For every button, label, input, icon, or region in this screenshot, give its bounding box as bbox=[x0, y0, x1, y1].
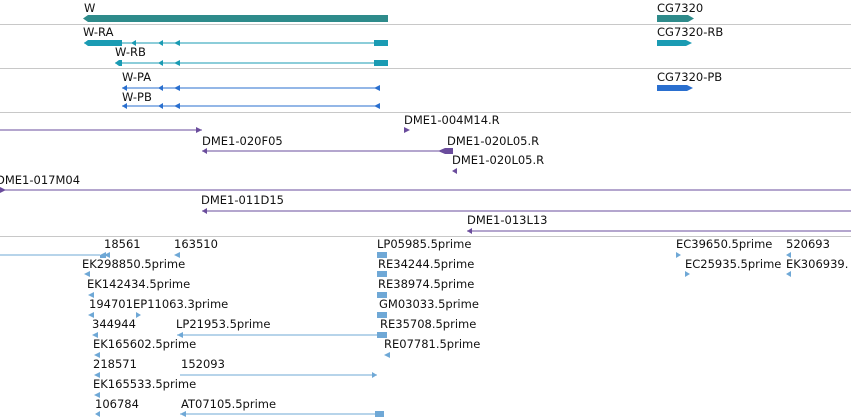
est-re07781[interactable]: RE07781.5prime bbox=[384, 337, 480, 358]
protein-w-pa-label: W-PA bbox=[122, 70, 151, 84]
protein-w-pb-label: W-PB bbox=[122, 90, 152, 104]
clone-020l05-b-label: DME1-020L05.R bbox=[452, 153, 544, 167]
est-106784[interactable]: 106784 bbox=[95, 397, 139, 417]
est-ek306939[interactable]: EK306939. bbox=[786, 257, 848, 277]
est-re35708[interactable]: RE35708.5prime bbox=[380, 317, 476, 331]
transcript-w-rb[interactable]: W-RB bbox=[115, 45, 388, 66]
clone-left-partial[interactable] bbox=[0, 127, 202, 133]
est-18561[interactable]: 18561 bbox=[104, 237, 141, 258]
clone-020l05-a[interactable]: DME1-020L05.R bbox=[447, 134, 539, 148]
transcript-w-ra[interactable]: W-RA bbox=[83, 25, 388, 46]
est-re34244[interactable]: RE34244.5prime bbox=[377, 257, 474, 277]
est-ec39650[interactable]: EC39650.5prime bbox=[676, 237, 772, 258]
gene-cg7320-label: CG7320 bbox=[657, 1, 703, 15]
est-152093[interactable]: 152093 bbox=[180, 357, 377, 378]
est-label: RE07781.5prime bbox=[384, 337, 480, 351]
est-label: LP21953.5prime bbox=[176, 317, 270, 331]
est-ep11063[interactable]: EP11063.3prime bbox=[133, 297, 228, 318]
clone-017m04[interactable]: DME1-017M04 bbox=[0, 173, 851, 193]
transcript-cg7320-rb-label: CG7320-RB bbox=[657, 25, 723, 39]
clone-017m04-label: DME1-017M04 bbox=[0, 173, 80, 187]
est-re38974[interactable]: RE38974.5prime bbox=[377, 277, 474, 298]
est-label: 106784 bbox=[95, 397, 139, 411]
est-label: EK298850.5prime bbox=[82, 257, 185, 271]
clone-020f05[interactable]: DME1-020F05 bbox=[202, 134, 453, 154]
clone-004m14[interactable]: DME1-004M14.R bbox=[404, 113, 500, 133]
est-label: EP11063.3prime bbox=[133, 297, 228, 311]
est-344944[interactable]: 344944 bbox=[92, 317, 136, 338]
clone-020l05-a-label: DME1-020L05.R bbox=[447, 134, 539, 148]
clone-013l13[interactable]: DME1-013L13 bbox=[467, 213, 851, 234]
gene-w[interactable]: W bbox=[83, 1, 388, 22]
est-label: 344944 bbox=[92, 317, 136, 331]
est-gm03033[interactable]: GM03033.5prime bbox=[377, 297, 479, 318]
gene-track: W CG7320 bbox=[83, 1, 703, 22]
est-ek298850[interactable]: EK298850.5prime bbox=[82, 257, 185, 277]
est-label: 218571 bbox=[93, 357, 137, 371]
est-520693[interactable]: 520693 bbox=[786, 237, 830, 258]
transcript-w-rb-label: W-RB bbox=[115, 45, 146, 59]
protein-w-pb[interactable]: W-PB bbox=[122, 90, 380, 109]
est-label: 194701 bbox=[89, 297, 133, 311]
transcript-cg7320-rb[interactable]: CG7320-RB bbox=[657, 25, 723, 46]
clone-track: DME1-004M14.R DME1-020F05 DME1-020L05.R … bbox=[0, 113, 851, 234]
transcript-track: W-RA W-RB CG7320-RB bbox=[83, 25, 723, 66]
est-194701[interactable]: 194701 bbox=[88, 297, 133, 318]
est-ec25935[interactable]: EC25935.5prime bbox=[685, 257, 781, 277]
transcript-w-ra-label: W-RA bbox=[83, 25, 114, 39]
est-label: RE34244.5prime bbox=[378, 257, 474, 271]
est-label: EK165602.5prime bbox=[93, 337, 196, 351]
clone-011d15-label: DME1-011D15 bbox=[201, 193, 284, 207]
clone-004m14-label: DME1-004M14.R bbox=[404, 113, 500, 127]
est-163510[interactable]: 163510 bbox=[174, 237, 218, 258]
est-at07105[interactable]: AT07105.5prime bbox=[180, 397, 384, 417]
est-lp21953[interactable]: LP21953.5prime bbox=[176, 317, 387, 338]
est-label: EC39650.5prime bbox=[676, 237, 772, 251]
protein-w-pa[interactable]: W-PA bbox=[122, 70, 380, 91]
gene-cg7320[interactable]: CG7320 bbox=[657, 1, 703, 22]
est-label: AT07105.5prime bbox=[181, 397, 276, 411]
est-label: 18561 bbox=[104, 237, 141, 251]
gene-w-label: W bbox=[84, 1, 95, 15]
est-lp05985[interactable]: LP05985.5prime bbox=[377, 237, 471, 258]
est-218571[interactable]: 218571 bbox=[93, 357, 137, 378]
est-label: 163510 bbox=[174, 237, 218, 251]
clone-020f05-label: DME1-020F05 bbox=[202, 134, 283, 148]
est-label: 152093 bbox=[181, 357, 225, 371]
protein-cg7320-pb-label: CG7320-PB bbox=[657, 70, 722, 84]
est-left-partial[interactable] bbox=[0, 252, 106, 258]
est-ek142434[interactable]: EK142434.5prime bbox=[87, 277, 190, 298]
clone-020l05-b[interactable]: DME1-020L05.R bbox=[452, 153, 544, 174]
est-label: EK306939. bbox=[786, 257, 848, 271]
est-label: EC25935.5prime bbox=[685, 257, 781, 271]
est-ek165533[interactable]: EK165533.5prime bbox=[93, 377, 196, 398]
est-label: RE35708.5prime bbox=[380, 317, 476, 331]
est-label: RE38974.5prime bbox=[378, 277, 474, 291]
est-label: 520693 bbox=[786, 237, 830, 251]
est-label: LP05985.5prime bbox=[377, 237, 471, 251]
protein-track: W-PA W-PB CG7320-PB bbox=[122, 70, 722, 109]
est-label: EK142434.5prime bbox=[87, 277, 190, 291]
est-label: GM03033.5prime bbox=[379, 297, 479, 311]
est-label: EK165533.5prime bbox=[93, 377, 196, 391]
clone-011d15[interactable]: DME1-011D15 bbox=[201, 193, 851, 214]
clone-013l13-label: DME1-013L13 bbox=[467, 213, 548, 227]
est-ek165602[interactable]: EK165602.5prime bbox=[93, 337, 196, 358]
est-track: 18561 163510 LP05985.5prime EC39650.5pri… bbox=[0, 237, 848, 417]
protein-cg7320-pb[interactable]: CG7320-PB bbox=[657, 70, 722, 91]
track-separators bbox=[0, 24, 851, 237]
